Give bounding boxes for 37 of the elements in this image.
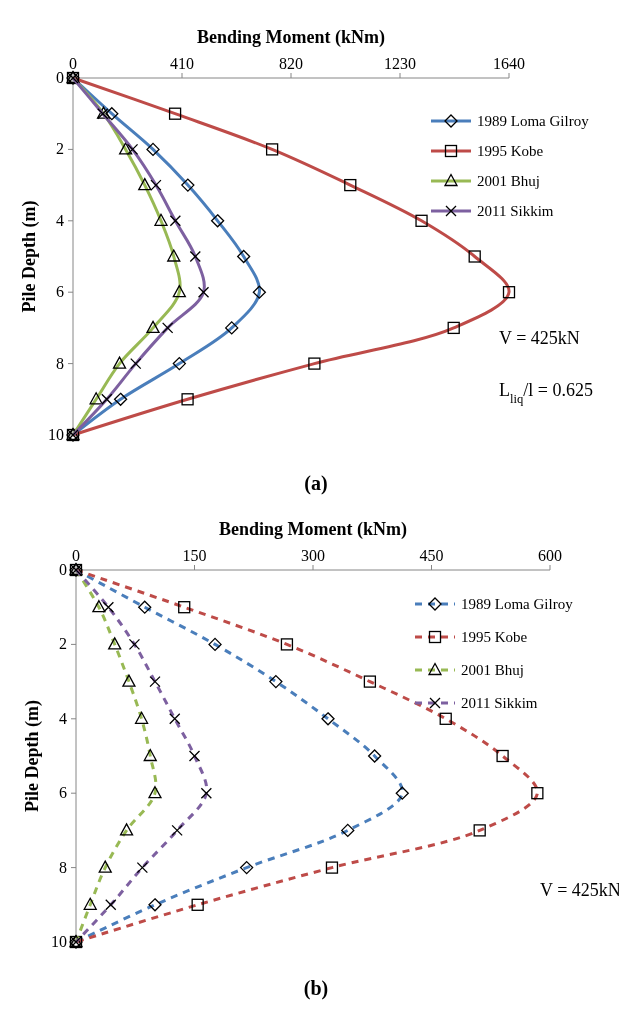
y-tick-label: 10 bbox=[48, 426, 64, 443]
y-tick-label: 6 bbox=[59, 784, 67, 802]
x-axis-title: Bending Moment (kNm) bbox=[219, 519, 407, 540]
x-tick-label: 300 bbox=[301, 547, 325, 564]
y-tick-label: 0 bbox=[56, 69, 64, 86]
x-tick-label: 1640 bbox=[493, 55, 525, 72]
y-tick-label: 2 bbox=[56, 140, 64, 158]
legend-label: 1995 Kobe bbox=[477, 143, 544, 159]
legend-label: 2001 Bhuj bbox=[461, 662, 524, 678]
y-axis-title: Pile Depth (m) bbox=[19, 200, 40, 313]
y-tick-label: 4 bbox=[56, 211, 64, 229]
x-tick-label: 150 bbox=[182, 547, 207, 564]
annotation: L$_{liq}$/l = 0.625 bbox=[499, 380, 593, 406]
y-tick-label: 2 bbox=[59, 635, 67, 653]
y-tick-label: 8 bbox=[56, 354, 64, 372]
x-tick-label: 410 bbox=[170, 55, 194, 72]
x-axis-title: Bending Moment (kNm) bbox=[197, 27, 385, 48]
y-tick-label: 4 bbox=[59, 709, 67, 727]
x-tick-label: 600 bbox=[538, 547, 562, 564]
legend-label: 2011 Sikkim bbox=[461, 695, 538, 711]
legend-label: 1989 Loma Gilroy bbox=[477, 113, 590, 129]
legend-label: 2001 Bhuj bbox=[477, 173, 540, 189]
y-tick-label: 10 bbox=[51, 933, 67, 950]
y-axis-title: Pile Depth (m) bbox=[22, 700, 43, 812]
x-tick-label: 820 bbox=[279, 55, 303, 72]
x-tick-label: 1230 bbox=[384, 55, 416, 72]
legend-label: 1989 Loma Gilroy bbox=[461, 596, 574, 612]
x-tick-label: 450 bbox=[419, 547, 444, 564]
y-tick-label: 0 bbox=[59, 561, 67, 578]
text: (b) bbox=[303, 977, 329, 1000]
x-tick-label: 0 bbox=[72, 547, 80, 564]
y-tick-label: 6 bbox=[56, 283, 64, 301]
annotation: V = 425kN bbox=[499, 328, 580, 348]
text: (a) bbox=[304, 472, 328, 495]
legend-label: 1995 Kobe bbox=[461, 629, 528, 645]
legend-label: 2011 Sikkim bbox=[477, 203, 554, 219]
y-tick-label: 8 bbox=[59, 858, 67, 876]
